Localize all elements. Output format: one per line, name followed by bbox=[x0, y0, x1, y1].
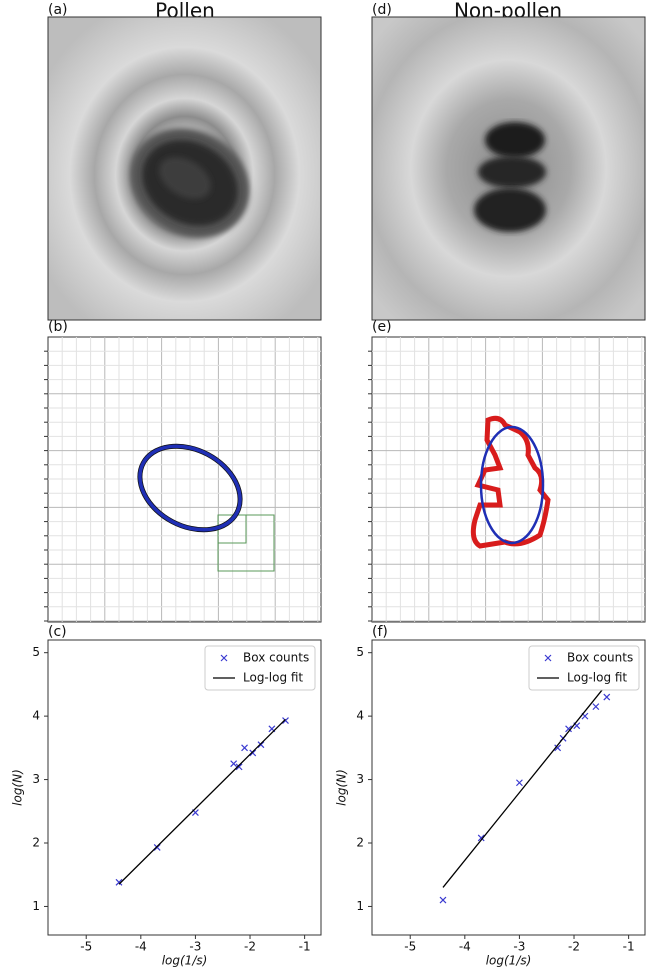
panel-label: (f) bbox=[372, 624, 388, 640]
x-tick-label: -1 bbox=[299, 940, 311, 954]
y-tick-label: 5 bbox=[32, 645, 40, 659]
marker bbox=[249, 749, 257, 757]
y-tick-label: 2 bbox=[32, 836, 40, 850]
marker bbox=[257, 741, 265, 749]
y-tick-label: 3 bbox=[356, 772, 364, 786]
marker bbox=[241, 744, 248, 752]
marker bbox=[603, 693, 611, 701]
marker bbox=[515, 779, 523, 787]
x-tick-label: -2 bbox=[568, 940, 580, 954]
x-tick-label: -5 bbox=[404, 940, 416, 954]
x-axis-label: log(1/s) bbox=[486, 954, 532, 968]
panel-label: (c) bbox=[48, 624, 67, 640]
y-axis-label: log(N) bbox=[11, 769, 25, 806]
x-tick-label: -4 bbox=[135, 940, 147, 954]
fit-line bbox=[118, 718, 286, 885]
x-tick-label: -3 bbox=[189, 940, 201, 954]
marker bbox=[554, 744, 562, 752]
legend-box bbox=[204, 645, 316, 691]
y-tick-label: 2 bbox=[356, 836, 364, 850]
y-tick-label: 1 bbox=[32, 899, 40, 913]
legend-label: Box counts bbox=[567, 651, 633, 665]
non-pollen-contour bbox=[470, 415, 551, 549]
legend-label: Box counts bbox=[243, 651, 309, 665]
legend-label: Log-log fit bbox=[567, 671, 627, 685]
marker bbox=[153, 844, 161, 851]
legend-marker bbox=[544, 654, 552, 662]
y-tick-label: 1 bbox=[356, 899, 364, 913]
marker bbox=[439, 896, 447, 904]
y-tick-label: 5 bbox=[356, 645, 364, 659]
legend-label: Log-log fit bbox=[243, 671, 303, 685]
marker bbox=[282, 717, 289, 724]
marker bbox=[230, 760, 238, 768]
x-axis-label: log(1/s) bbox=[162, 954, 208, 968]
panel-label: (a) bbox=[48, 2, 68, 18]
x-tick-label: -5 bbox=[80, 940, 92, 954]
x-tick-label: -4 bbox=[459, 940, 471, 954]
panel-label: (d) bbox=[372, 2, 392, 18]
panel-label: (e) bbox=[372, 319, 392, 335]
non-pollen-image bbox=[371, 16, 646, 321]
x-tick-label: -3 bbox=[513, 940, 525, 954]
marker bbox=[592, 703, 600, 711]
pollen-contour bbox=[137, 443, 275, 572]
marker bbox=[477, 834, 485, 842]
marker bbox=[565, 725, 572, 733]
panel-label: (b) bbox=[48, 319, 68, 335]
y-axis-label: log(N) bbox=[335, 769, 349, 806]
y-tick-label: 3 bbox=[32, 772, 40, 786]
plot-area bbox=[47, 639, 322, 936]
x-tick-label: -1 bbox=[623, 940, 635, 954]
legend-box bbox=[528, 645, 640, 691]
fit-line bbox=[442, 687, 605, 888]
box-grid bbox=[44, 336, 322, 623]
x-tick-label: -2 bbox=[244, 940, 256, 954]
plot-area bbox=[371, 639, 646, 936]
marker bbox=[115, 878, 123, 886]
y-tick-label: 4 bbox=[32, 709, 40, 723]
legend-marker bbox=[220, 654, 228, 662]
box-grid bbox=[368, 336, 646, 623]
marker bbox=[235, 763, 243, 771]
pollen-image bbox=[47, 16, 322, 321]
y-tick-label: 4 bbox=[356, 709, 364, 723]
